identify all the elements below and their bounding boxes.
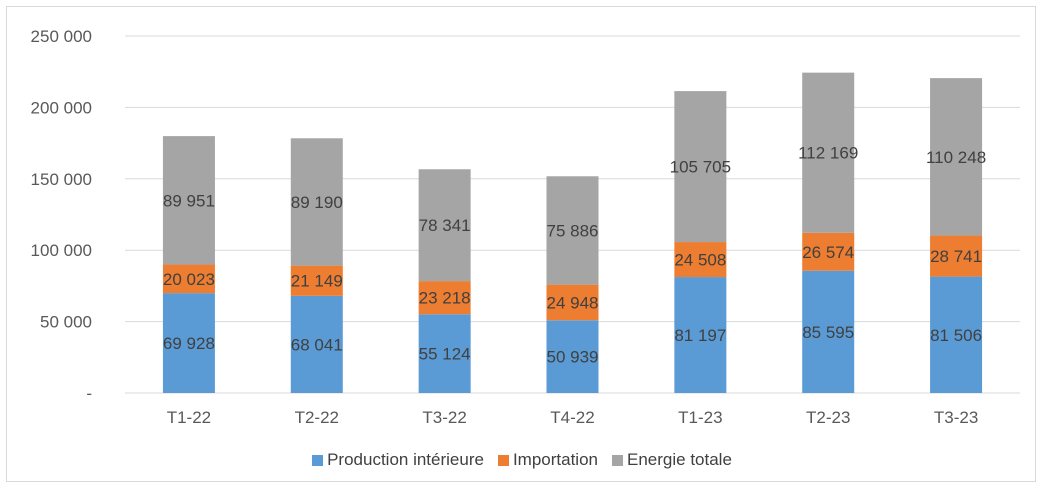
legend-label: Importation — [512, 450, 598, 469]
data-label: 24 948 — [547, 293, 599, 312]
data-label: 26 574 — [802, 243, 854, 262]
data-label: 81 506 — [930, 326, 982, 345]
x-tick-label: T3-23 — [934, 408, 978, 427]
data-label: 89 951 — [163, 191, 215, 210]
legend-item: Energie totale — [612, 450, 732, 470]
x-tick-label: T2-22 — [295, 408, 339, 427]
data-label: 110 248 — [926, 148, 986, 167]
bar-segment — [802, 270, 855, 393]
data-label: 112 169 — [798, 144, 858, 163]
bar-segment — [162, 293, 215, 393]
data-label: 20 023 — [163, 270, 215, 289]
y-tick-label: 150 000 — [31, 170, 92, 189]
data-label: 55 124 — [419, 345, 471, 364]
chart-legend: Production intérieure Importation Energie … — [0, 450, 1044, 470]
bar-segment — [418, 169, 471, 282]
x-tick-label: T2-23 — [806, 408, 850, 427]
legend-label: Production intérieure — [327, 450, 484, 469]
data-label: 75 886 — [547, 221, 599, 240]
x-tick-label: T4-22 — [550, 408, 594, 427]
bar-segment — [930, 276, 983, 393]
data-label: 78 341 — [419, 216, 471, 235]
bar-segment — [674, 277, 727, 393]
bar-segment — [162, 136, 215, 265]
legend-label: Energie totale — [627, 450, 732, 469]
legend-item: Importation — [497, 450, 598, 470]
y-tick-label: 50 000 — [40, 313, 92, 332]
bar-segment — [290, 265, 343, 296]
bar-segment — [290, 138, 343, 266]
data-label: 24 508 — [674, 251, 726, 270]
data-label: 21 149 — [291, 272, 343, 291]
bar-segment — [546, 320, 599, 393]
x-tick-label: T1-22 — [167, 408, 211, 427]
bar-segment — [546, 284, 599, 321]
data-label: 69 928 — [163, 334, 215, 353]
data-label: 81 197 — [674, 326, 726, 345]
y-tick-label: 200 000 — [31, 98, 92, 117]
bar-segment — [162, 264, 215, 294]
data-label: 105 705 — [670, 158, 731, 177]
y-tick-label: 100 000 — [31, 241, 92, 260]
bar-segment — [418, 281, 471, 315]
x-tick-label: T1-23 — [678, 408, 722, 427]
bar-segment — [674, 242, 727, 278]
bar-segment — [930, 235, 983, 277]
data-label: 28 741 — [930, 247, 982, 266]
data-label: 50 939 — [547, 348, 599, 367]
bar-segment — [930, 78, 983, 236]
bar-segment — [546, 176, 599, 285]
bar-segment — [290, 295, 343, 393]
legend-swatch — [312, 454, 324, 466]
legend-swatch — [612, 454, 623, 466]
x-tick-label: T3-22 — [422, 408, 466, 427]
legend-swatch — [497, 454, 509, 466]
data-label: 68 041 — [291, 335, 343, 354]
bar-segment — [674, 91, 727, 243]
y-tick-label: 250 000 — [31, 27, 92, 46]
bar-segment — [802, 72, 855, 233]
legend-item: Production intérieure — [312, 450, 484, 470]
bar-segment — [418, 314, 471, 393]
data-label: 23 218 — [419, 289, 471, 308]
data-label: 85 595 — [802, 323, 854, 342]
data-label: 89 190 — [291, 193, 343, 212]
y-tick-label: - — [86, 384, 92, 403]
bar-segment — [802, 232, 855, 271]
